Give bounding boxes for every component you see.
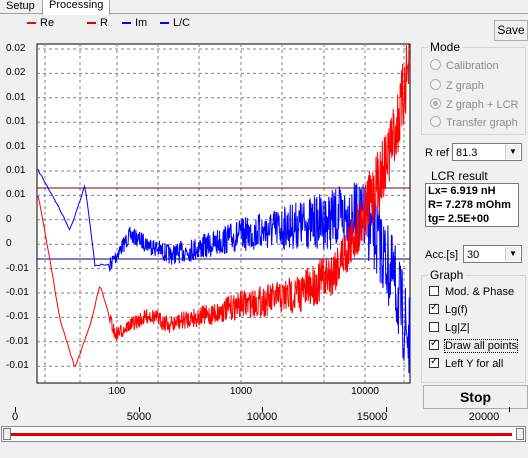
y-tick-label: -0.01 xyxy=(6,311,29,323)
y-tick-label: 0 xyxy=(6,238,12,250)
chevron-down-icon[interactable]: ▼ xyxy=(505,145,520,159)
acc-value: 30 xyxy=(467,249,480,261)
checkbox-box-checked xyxy=(429,356,439,368)
radio-dot-selected xyxy=(430,98,441,109)
checkbox-label: Lg|Z| xyxy=(445,322,470,334)
checkbox-box xyxy=(429,322,439,332)
rref-value: 81.3 xyxy=(456,147,478,159)
radio-calibration[interactable]: Calibration xyxy=(430,59,499,72)
mode-group: Mode Calibration Z graph Z graph + LCR T… xyxy=(421,40,526,135)
legend-lc: L/C xyxy=(160,17,190,29)
radio-dot xyxy=(430,79,441,90)
legend-label: Re xyxy=(40,17,55,29)
y-tick-label: -0.01 xyxy=(6,335,29,347)
legend-im: Im xyxy=(122,17,147,29)
checkbox-left-y-for-all[interactable]: Left Y for all xyxy=(429,356,504,370)
checkbox-lg-z[interactable]: Lg|Z| xyxy=(429,322,470,334)
checkbox-label: Draw all points xyxy=(443,339,519,353)
acc-select[interactable]: 30 ▼ xyxy=(463,245,522,263)
stop-button[interactable]: Stop xyxy=(423,385,528,409)
slider-label: 15000 xyxy=(356,411,388,423)
radio-label: Transfer graph xyxy=(446,117,518,129)
checkbox-box xyxy=(429,286,439,296)
legend-swatch xyxy=(160,22,169,25)
chevron-down-icon[interactable]: ▼ xyxy=(505,247,520,261)
slider-label: 5000 xyxy=(126,411,152,423)
y-tick-label: 0.01 xyxy=(6,91,26,103)
y-tick-label: -0.01 xyxy=(6,360,29,372)
y-tick-label: 0 xyxy=(6,213,12,225)
checkbox-draw-all-points[interactable]: Draw all points xyxy=(429,338,519,353)
mode-title: Mode xyxy=(428,40,463,54)
slider-label: 10000 xyxy=(246,411,278,423)
checkbox-box-checked xyxy=(429,338,439,350)
impedance-plot[interactable]: 0.02 0.02 0.01 0.01 0.01 0.01 0.01 0 0 -0.01 -0.01… xyxy=(0,35,414,397)
slider-tick xyxy=(509,407,510,412)
save-button[interactable]: Save xyxy=(494,20,528,41)
graph-group: Graph Mod. & Phase Lg(f) Lg|Z| Draw all … xyxy=(421,268,526,383)
lcr-tg: tg= 2.5E+00 xyxy=(428,213,490,225)
y-tick-label: -0.01 xyxy=(6,287,29,298)
tab-processing[interactable]: Processing xyxy=(42,0,111,15)
slider-thumb-left[interactable] xyxy=(3,428,11,440)
plot-canvas[interactable] xyxy=(0,35,414,390)
y-tick-label: -0.01 xyxy=(6,262,29,274)
slider-tick xyxy=(262,407,263,412)
y-tick-label: 0.01 xyxy=(6,140,26,152)
radio-label: Z graph + LCR xyxy=(446,99,519,111)
rref-select[interactable]: 81.3 ▼ xyxy=(452,143,522,161)
frequency-slider[interactable] xyxy=(1,426,526,442)
x-tick-label: 1000 xyxy=(229,386,253,397)
y-tick-label: 0.02 xyxy=(6,67,26,79)
radio-dot xyxy=(430,116,441,127)
tab-bar: Setup Processing xyxy=(0,0,528,15)
y-tick-label: 0.01 xyxy=(6,189,26,201)
slider-tick xyxy=(15,407,16,412)
x-tick-label: 10000 xyxy=(351,386,379,397)
slider-tick xyxy=(386,407,387,412)
lcr-lx: Lx= 6.919 nH xyxy=(428,185,496,197)
legend-swatch xyxy=(87,22,96,25)
checkbox-label: Mod. & Phase xyxy=(445,286,515,298)
slider-range-fill xyxy=(8,433,512,436)
frequency-slider-scale: 0 5000 10000 15000 20000 xyxy=(0,407,528,427)
checkbox-label: Lg(f) xyxy=(445,304,468,316)
lcr-r: R= 7.278 mOhm xyxy=(428,199,511,211)
legend-r: R xyxy=(87,17,108,29)
slider-thumb-right[interactable] xyxy=(516,428,524,440)
y-tick-label: 0.01 xyxy=(6,116,26,128)
rref-label: R ref xyxy=(425,147,449,159)
lcr-title: LCR result xyxy=(429,169,490,183)
slider-tick xyxy=(139,407,140,412)
slider-label: 0 xyxy=(11,411,19,423)
legend-label: R xyxy=(100,17,108,29)
radio-z-graph[interactable]: Z graph xyxy=(430,79,484,92)
lcr-result-box: Lx= 6.919 nH R= 7.278 mOhm tg= 2.5E+00 xyxy=(425,183,519,227)
tab-setup[interactable]: Setup xyxy=(6,0,35,12)
checkbox-label: Left Y for all xyxy=(445,358,504,370)
legend-swatch xyxy=(122,22,131,25)
lcr-group: LCR result xyxy=(421,169,524,233)
legend-label: L/C xyxy=(173,17,191,29)
radio-label: Z graph xyxy=(446,80,484,92)
legend-re: Re xyxy=(27,17,54,29)
slider-label: 20000 xyxy=(468,411,500,423)
tab-divider xyxy=(0,13,528,14)
legend-label: Im xyxy=(135,17,148,29)
radio-dot xyxy=(430,59,441,70)
checkbox-mod-phase[interactable]: Mod. & Phase xyxy=(429,286,514,298)
acc-label: Acc.[s] xyxy=(425,249,459,261)
legend-swatch xyxy=(27,22,36,25)
radio-z-graph-lcr[interactable]: Z graph + LCR xyxy=(430,98,518,111)
y-tick-label: 0.02 xyxy=(6,43,26,54)
radio-label: Calibration xyxy=(446,60,499,72)
y-tick-label: 0.01 xyxy=(6,165,26,176)
radio-transfer-graph[interactable]: Transfer graph xyxy=(430,116,518,129)
plot-grid xyxy=(37,44,410,383)
checkbox-box-checked xyxy=(429,302,439,314)
x-tick-label: 100 xyxy=(108,386,126,397)
series-re xyxy=(37,44,410,367)
checkbox-lg-f[interactable]: Lg(f) xyxy=(429,302,468,316)
graph-title: Graph xyxy=(428,268,466,282)
